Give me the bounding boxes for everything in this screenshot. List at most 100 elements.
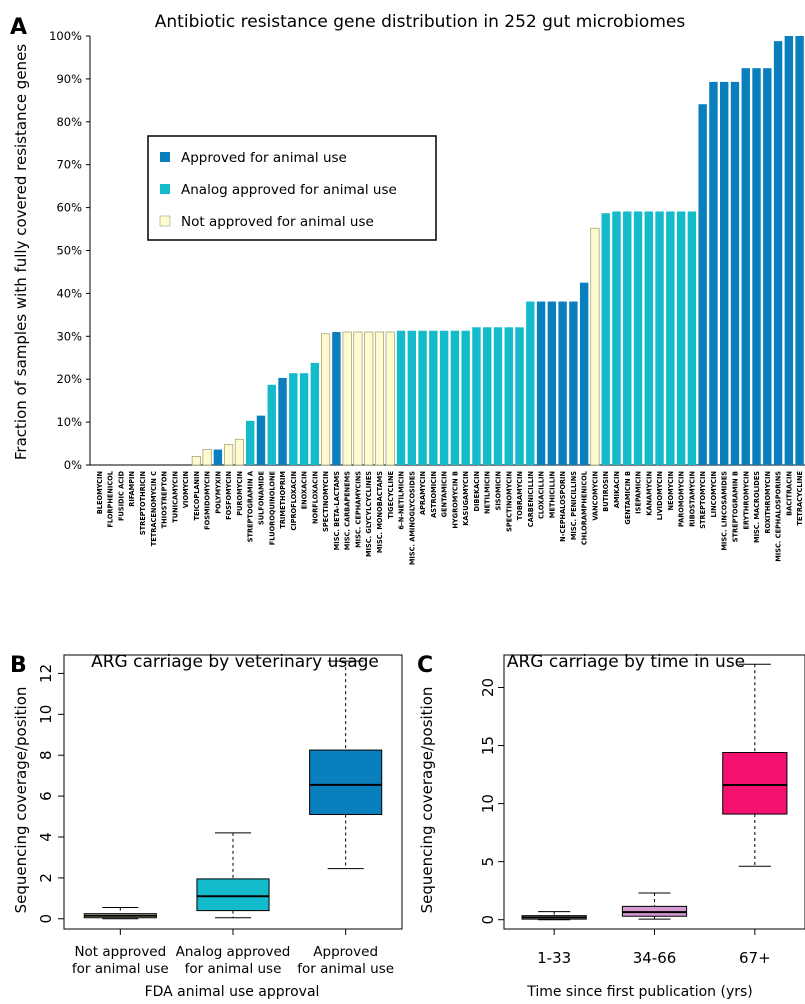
x-tick-label: LIVIDOMYCIN (656, 471, 664, 520)
bar (418, 330, 427, 465)
y-tick-label: 0 (37, 914, 55, 924)
bar (191, 456, 201, 466)
x-tick-label: BLEOMYCIN (96, 471, 104, 514)
bar (483, 327, 492, 465)
x-tick-label: HYGROMYCIN B (451, 471, 459, 529)
x-tick-label: N-CEPHALOSPORIN (559, 471, 567, 542)
bar (321, 333, 331, 466)
bar (590, 227, 600, 466)
x-tick-label: Approved (313, 944, 378, 960)
x-tick-label: MISC. PENICILLINS (570, 471, 578, 540)
x-tick-label: MISC. LINCOSAMIDES (721, 471, 729, 551)
x-tick-label-line2: for animal use (185, 961, 282, 977)
x-tick-label: FUSIDIC ACID (117, 470, 125, 521)
x-tick-label: MISC. GLYCYLCYCLINES (365, 471, 373, 557)
y-tick-label: 15 (479, 736, 497, 755)
y-tick-label: 20% (56, 372, 82, 386)
x-tick-label: CIPROFLOXACIN (290, 471, 298, 531)
x-tick-label: TETRACENOMYCIN C (150, 471, 158, 546)
x-tick-label: TOBRAMYCIN (516, 471, 524, 520)
y-tick-label: 4 (37, 832, 55, 842)
x-tick-label: SULFONAMIDE (257, 471, 265, 526)
bar (267, 384, 276, 465)
x-tick-label: ROXITHROMYCIN (764, 471, 772, 534)
bar (450, 330, 460, 465)
bar (773, 41, 783, 465)
x-tick-label-line2: for animal use (72, 961, 169, 977)
x-tick-label: SPECTINOMYCIN (322, 471, 330, 532)
x-tick-label: MISC. AMINOGLYCOSIDES (408, 471, 416, 565)
bar (763, 68, 772, 466)
legend-label-not-approved: Not approved for animal use (181, 214, 374, 230)
panel-label-b: B (10, 653, 27, 678)
bar (213, 449, 223, 465)
bar (784, 36, 794, 465)
x-tick-label: GENTAMICIN (441, 471, 449, 517)
bar (633, 211, 643, 465)
legend-swatch-analog (160, 184, 170, 194)
bar (396, 330, 406, 465)
chart-a-title: Antibiotic resistance gene distribution … (155, 12, 686, 32)
x-tick-label: STREPTOTHRICIN (139, 471, 147, 535)
bar (439, 330, 449, 465)
y-tick-label: 30% (56, 329, 82, 343)
chart-a-legend: Approved for animal use Analog approved … (147, 135, 437, 241)
chart-a-ylabel: Fraction of samples with fully covered r… (12, 44, 30, 460)
x-tick-label: NEOMYCIN (667, 471, 675, 511)
legend-swatch-not-approved (159, 215, 171, 227)
bar (289, 373, 298, 465)
bar (224, 444, 234, 466)
bar (569, 301, 578, 465)
y-tick-label: 70% (56, 158, 82, 172)
chart-a-bars (191, 36, 804, 466)
x-tick-label: TEICOPLANIN (193, 471, 201, 521)
y-tick-label: 10% (56, 415, 82, 429)
chart-b-title: ARG carriage by veterinary usage (91, 652, 379, 672)
x-tick-label: LINCOMYCIN (710, 471, 718, 518)
x-tick-label: STREPTOMYCIN (699, 471, 707, 529)
bar (299, 373, 309, 465)
bar (246, 420, 255, 465)
x-tick-label: ENOXACIN (301, 471, 309, 509)
bar (278, 377, 287, 465)
x-tick-label: Not approved (74, 944, 166, 960)
x-tick-label: POLYMYXIN (214, 471, 222, 514)
x-tick-label: MISC. CEPHALOSPORINS (775, 471, 783, 562)
bar (310, 362, 320, 465)
x-tick-label: FLUOROQUINOLONE (268, 471, 276, 546)
y-tick-label: 5 (479, 857, 497, 867)
legend-box (147, 135, 437, 241)
x-tick-label: 6-N-NETILMICIN (398, 471, 406, 530)
bar (429, 330, 438, 465)
x-tick-label: SISOMICIN (494, 471, 502, 510)
x-tick-label: 34-66 (633, 949, 677, 967)
legend-label-analog: Analog approved for animal use (181, 182, 397, 198)
bar (752, 68, 761, 466)
y-tick-label: 80% (56, 115, 82, 129)
x-tick-label: THIOSTREPTON (161, 471, 169, 528)
x-tick-label: ISEPAMICIN (635, 471, 643, 514)
x-tick-label: NETILMICIN (484, 471, 492, 514)
x-tick-label: AMIKACIN (613, 471, 621, 508)
y-tick-label: 20 (479, 678, 497, 697)
chart-c-xlabel: Time since first publication (yrs) (526, 984, 753, 1000)
bar (364, 331, 374, 466)
x-tick-label: VIOMYCIN (182, 471, 190, 508)
x-tick-label: FOSMIDOMYCIN (204, 471, 212, 530)
chart-c-plot: 0 5 10 15 20 1-33 34-66 67+ (479, 654, 805, 967)
bar (601, 213, 610, 465)
bar (256, 415, 266, 465)
legend-label-approved: Approved for animal use (181, 150, 347, 166)
bar (730, 81, 740, 465)
bar (332, 332, 341, 465)
bar (342, 331, 352, 466)
x-tick-label: SPECTINOMYCIN (505, 471, 513, 532)
bar (536, 301, 546, 465)
chart-b-xlabel: FDA animal use approval (145, 984, 320, 1000)
chart-b-ylabel: Sequencing coverage/position (12, 687, 30, 914)
y-tick-label: 60% (56, 201, 82, 215)
y-tick-label: 50% (56, 244, 82, 258)
bar (515, 327, 524, 465)
bar (547, 301, 557, 465)
